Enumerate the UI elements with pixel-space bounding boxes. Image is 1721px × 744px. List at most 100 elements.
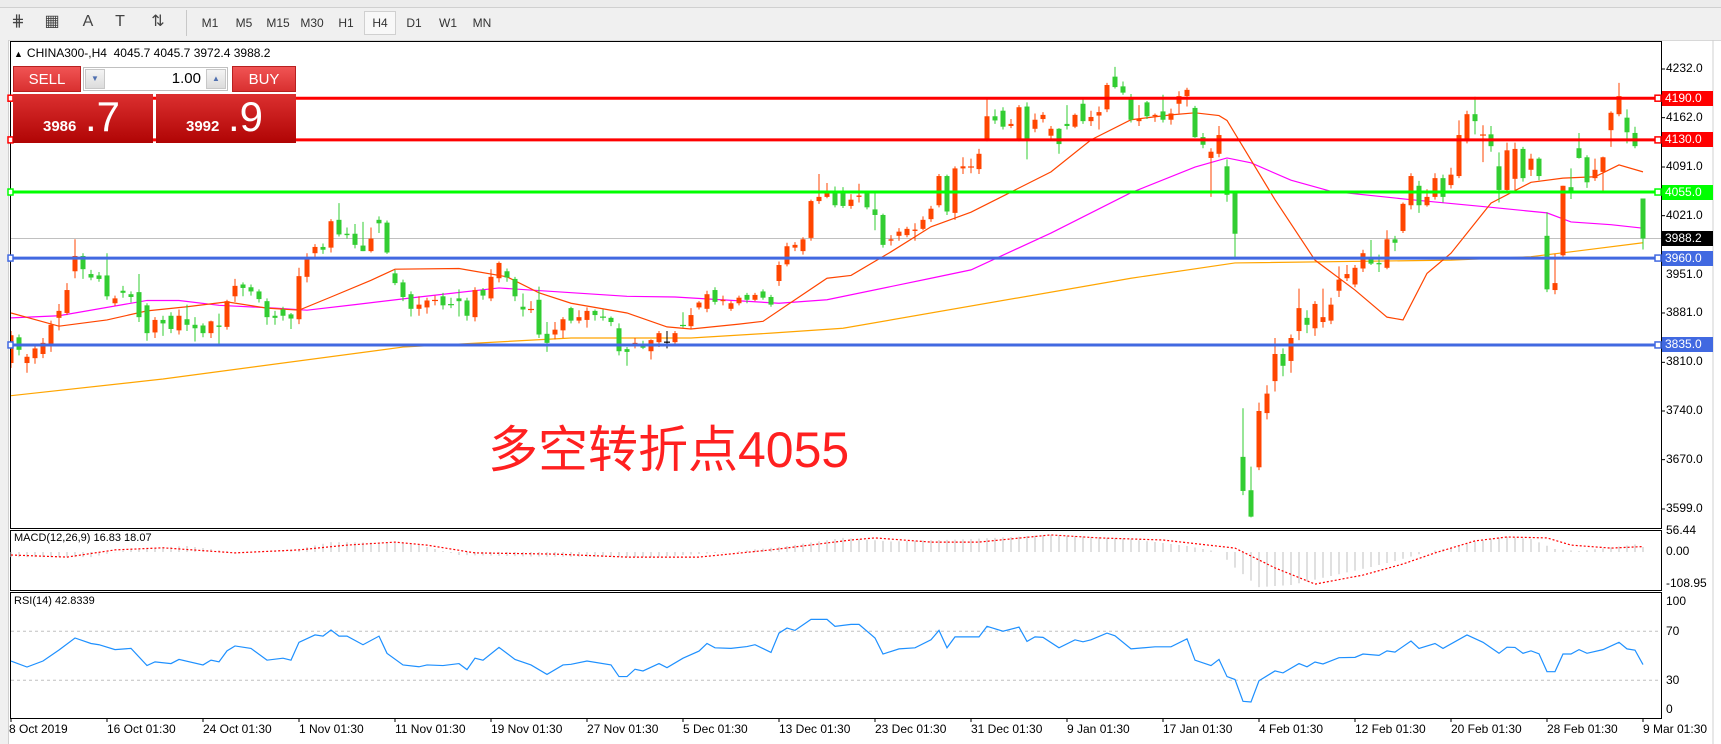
candle <box>1520 146 1526 182</box>
collapse-arrow-icon[interactable]: ▲ <box>14 49 23 59</box>
candle <box>128 291 134 303</box>
candle-body <box>352 233 358 245</box>
candle-body <box>1552 283 1558 291</box>
candle <box>1264 385 1270 420</box>
candle-body <box>1496 166 1502 190</box>
candle-body <box>904 228 910 236</box>
buy-price-button[interactable]: 3992 .9 <box>156 93 296 143</box>
candle <box>736 295 742 306</box>
candle <box>512 276 518 302</box>
candle-body <box>112 298 118 304</box>
candle <box>1040 112 1046 123</box>
timeframe-h1[interactable]: H1 <box>338 16 354 30</box>
candle <box>800 237 806 255</box>
candle <box>576 310 582 324</box>
candle <box>888 235 894 246</box>
candle-body <box>1232 192 1238 234</box>
buy-price-suffix: .9 <box>228 93 264 140</box>
buy-button[interactable]: BUY <box>232 66 296 92</box>
candle-body <box>200 325 206 334</box>
candle-body <box>416 304 422 309</box>
candle <box>1576 132 1582 159</box>
candle-body <box>1592 169 1598 179</box>
candle <box>1072 113 1078 129</box>
candle-body <box>1360 253 1366 269</box>
candle-body <box>976 153 982 170</box>
timeframe-w1[interactable]: W1 <box>439 16 457 30</box>
candle-body <box>1544 235 1550 290</box>
candle <box>1120 81 1126 95</box>
candle <box>24 353 30 373</box>
candle <box>272 310 278 325</box>
candle <box>120 285 126 298</box>
candle <box>208 320 214 339</box>
timeframe-h4[interactable]: H4 <box>364 11 396 35</box>
candle-body <box>1168 113 1174 120</box>
candle-body <box>736 297 742 304</box>
candle-body <box>560 319 566 331</box>
candle-body <box>624 349 630 352</box>
lot-decrease-icon[interactable]: ▼ <box>85 69 105 89</box>
level-price-label: 4190.0 <box>1662 90 1713 106</box>
date-axis-label: 11 Nov 01:30 <box>395 722 466 736</box>
candle-body <box>456 298 462 302</box>
candle <box>904 226 910 238</box>
candle-body <box>384 222 390 253</box>
candle-body <box>1624 117 1630 133</box>
candle <box>704 290 710 313</box>
candle-body <box>1120 86 1126 93</box>
candle-body <box>1064 123 1070 126</box>
candle <box>960 157 966 174</box>
sell-button[interactable]: SELL <box>13 66 81 92</box>
arrows-icon[interactable]: ⇅ <box>151 13 165 30</box>
candle <box>1592 158 1598 181</box>
candle <box>1392 235 1398 252</box>
lot-size-input[interactable]: ▼ 1.00 ▲ <box>83 67 228 91</box>
price-axis-label: 3740.0 <box>1666 402 1703 417</box>
timeframe-m1[interactable]: M1 <box>201 16 219 30</box>
candle <box>64 283 70 316</box>
price-axis-label: 3599.0 <box>1666 500 1703 515</box>
candle-body <box>1096 112 1102 116</box>
chart-text-annotation[interactable]: 多空转折点4055 <box>488 422 850 478</box>
lot-increase-icon[interactable]: ▲ <box>206 69 226 89</box>
timeframe-mn[interactable]: MN <box>472 16 492 30</box>
candle-body <box>1560 185 1566 256</box>
candle-body <box>1256 410 1262 468</box>
fibonacci-fan-icon[interactable]: ⋕ <box>11 13 25 30</box>
candle-body <box>288 314 294 319</box>
timeframe-d1[interactable]: D1 <box>406 16 422 30</box>
candle <box>256 289 262 303</box>
date-axis-label: 23 Dec 01:30 <box>875 722 947 736</box>
macd-axis-label: 0.00 <box>1666 544 1690 558</box>
candle <box>352 224 358 249</box>
candle-body <box>1416 185 1422 206</box>
macd-panel-frame <box>10 530 1662 591</box>
fibonacci-grid-icon[interactable]: ▦ <box>44 13 60 30</box>
candle-body <box>1296 308 1302 332</box>
timeframe-m5[interactable]: M5 <box>235 16 253 30</box>
candle <box>48 320 54 352</box>
sell-price-button[interactable]: 3986 .7 <box>13 93 153 143</box>
candle-body <box>480 290 486 296</box>
candle <box>1640 198 1646 250</box>
candle <box>312 244 318 259</box>
candle-body <box>1424 196 1430 206</box>
candle <box>1632 126 1638 149</box>
level-handle-icon <box>7 188 14 196</box>
candle-body <box>1008 123 1014 126</box>
timeframe-m30[interactable]: M30 <box>300 16 324 30</box>
candle-body <box>464 300 470 316</box>
candle-body <box>760 291 766 298</box>
candle-body <box>1080 103 1086 122</box>
date-axis-label: 9 Mar 01:30 <box>1643 722 1708 736</box>
candle-body <box>1472 114 1478 122</box>
candle <box>1568 168 1574 199</box>
candle-body <box>304 258 310 277</box>
text-icon[interactable]: A <box>82 13 94 30</box>
candle <box>968 158 974 174</box>
text-label-icon[interactable]: T <box>115 13 125 30</box>
timeframe-m15[interactable]: M15 <box>266 16 290 30</box>
candle-body <box>1048 128 1054 136</box>
